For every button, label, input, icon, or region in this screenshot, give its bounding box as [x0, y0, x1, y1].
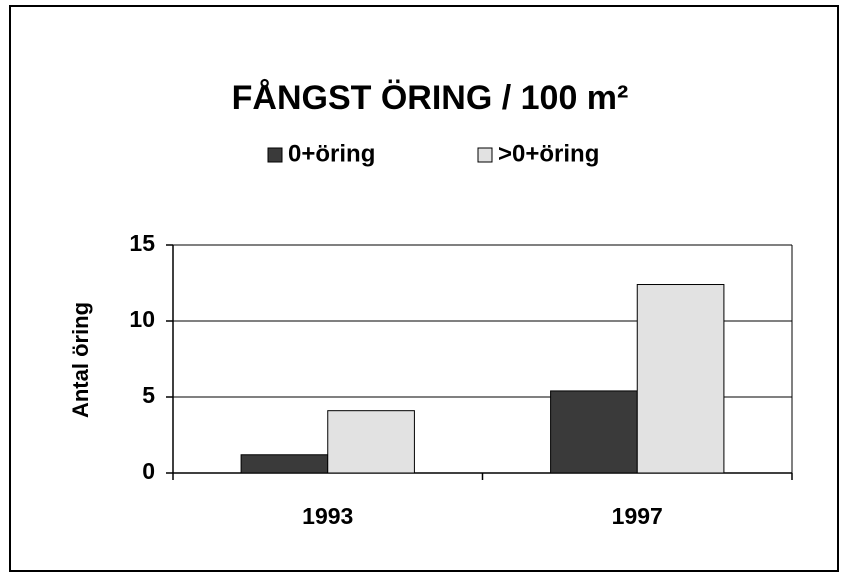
legend-swatch	[477, 147, 493, 163]
chart-title: FÅNGST ÖRING / 100 m²	[232, 79, 629, 117]
legend-label: 0+öring	[288, 140, 375, 167]
bar	[327, 410, 415, 474]
y-axis-label: Antal öring	[68, 302, 93, 418]
x-tick-label: 1993	[302, 503, 353, 529]
y-tick-label: 15	[129, 230, 155, 256]
y-tick-label: 10	[129, 306, 155, 332]
y-tick-label: 0	[142, 458, 155, 484]
x-tick-label: 1997	[612, 503, 663, 529]
legend-swatch	[267, 147, 283, 163]
bar	[636, 284, 725, 474]
bar	[550, 390, 638, 474]
y-tick-label: 5	[142, 382, 155, 408]
legend-label: >0+öring	[498, 140, 599, 167]
bar	[240, 454, 329, 474]
